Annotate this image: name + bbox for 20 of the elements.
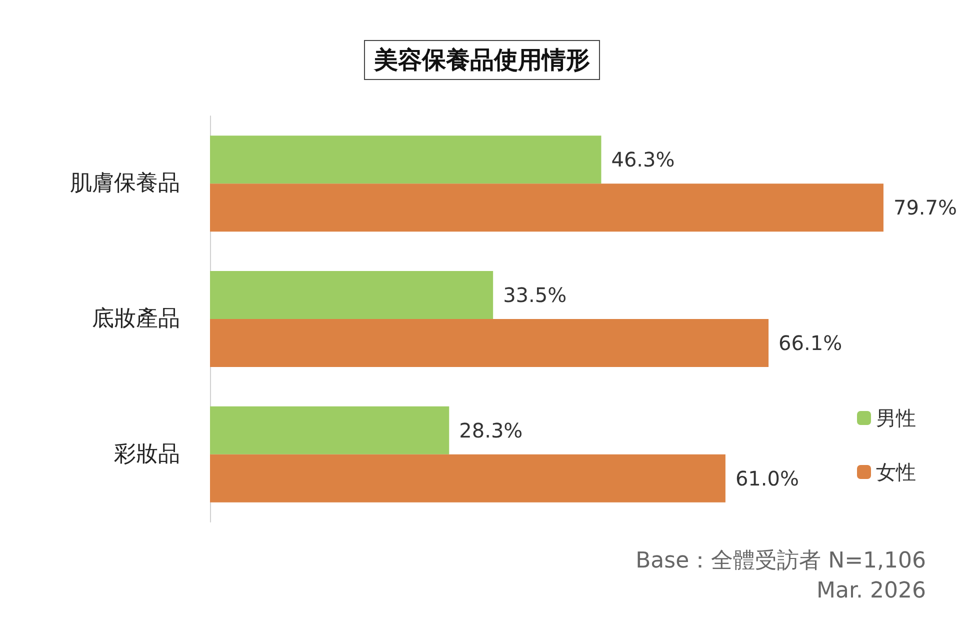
data-label: 46.3%	[611, 148, 675, 172]
data-label: 61.0%	[735, 466, 799, 490]
data-label: 28.3%	[459, 418, 523, 442]
legend-label: 女性	[876, 460, 916, 484]
text: Base：全體受訪者 N=1,106	[636, 548, 926, 574]
y-tick-label: 底妝產品	[92, 306, 180, 332]
data-label: 79.7%	[893, 196, 958, 220]
y-tick-label: 肌膚保養品	[70, 171, 180, 196]
bar	[210, 271, 494, 319]
data-label: 33.5%	[503, 283, 567, 307]
legend-label: 男性	[876, 406, 916, 430]
bar	[210, 184, 884, 232]
bar	[210, 136, 602, 184]
bar	[210, 319, 769, 367]
y-tick-label: 彩妝品	[114, 442, 180, 467]
chart-title: 美容保養品使用情形	[373, 46, 590, 74]
text: Mar. 2026	[816, 578, 926, 604]
data-label: 66.1%	[778, 331, 842, 355]
bar	[210, 406, 450, 454]
bar	[210, 454, 726, 502]
